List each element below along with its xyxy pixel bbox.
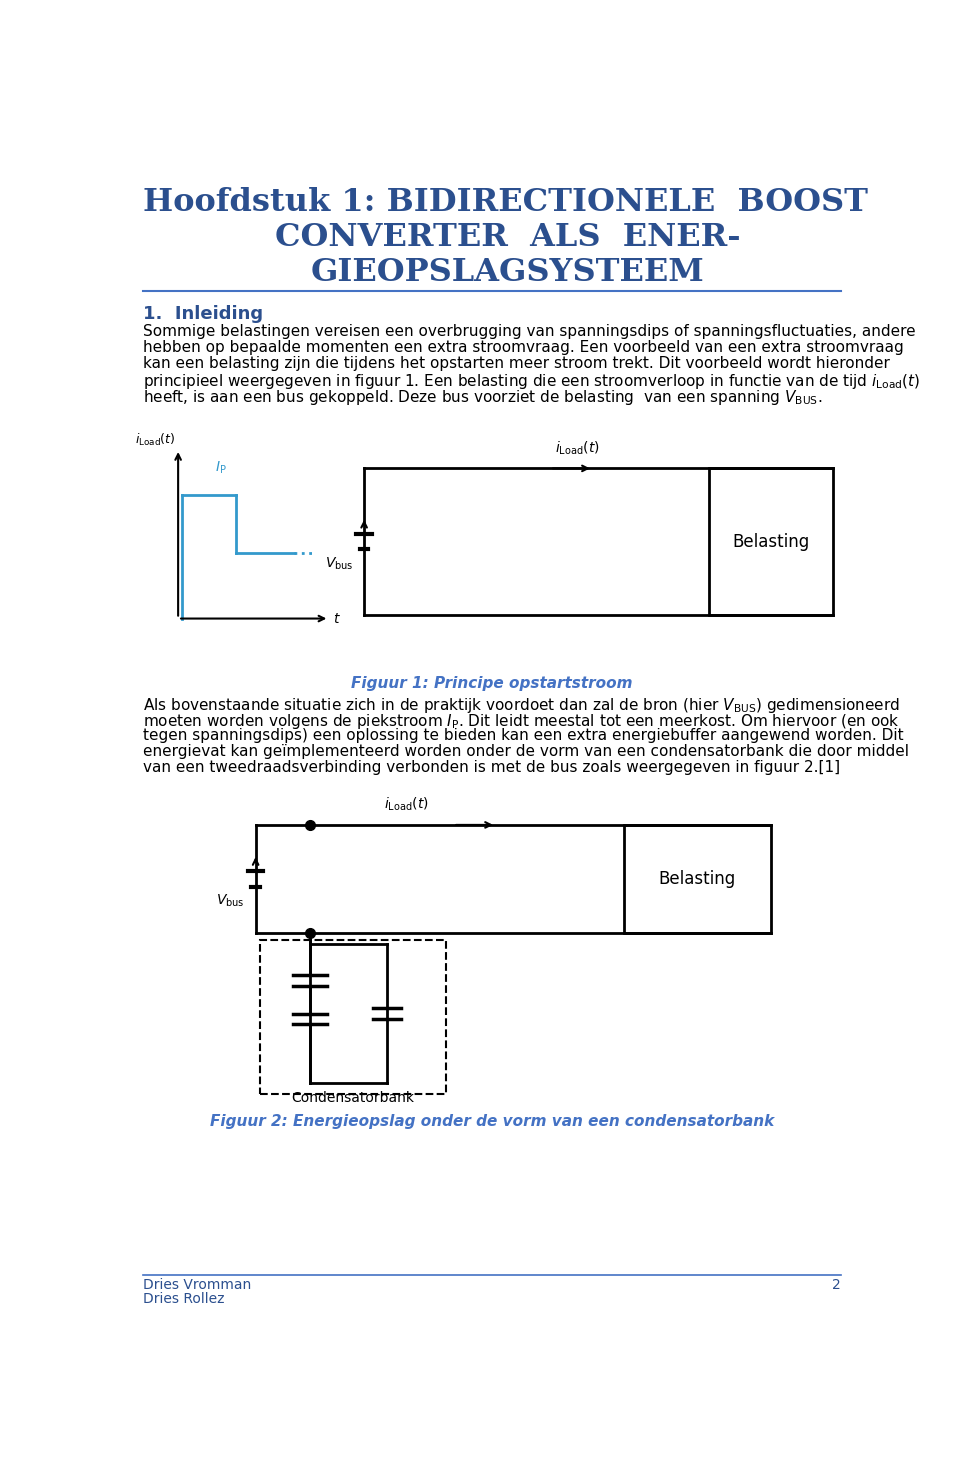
Text: 1.  Inleiding: 1. Inleiding (143, 305, 263, 324)
Text: $I_{\mathrm{P}}$: $I_{\mathrm{P}}$ (215, 460, 227, 476)
Text: Sommige belastingen vereisen een overbrugging van spanningsdips of spanningsfluc: Sommige belastingen vereisen een overbru… (143, 324, 916, 338)
Text: Dries Vromman: Dries Vromman (143, 1279, 252, 1292)
Text: GIEOPSLAGSYSTEEM: GIEOPSLAGSYSTEEM (311, 256, 705, 287)
Text: $i_{\mathrm{Load}}(t)$: $i_{\mathrm{Load}}(t)$ (135, 432, 176, 448)
Text: Figuur 1: Principe opstartstroom: Figuur 1: Principe opstartstroom (351, 677, 633, 691)
Bar (259, 941, 445, 1094)
Text: moeten worden volgens de piekstroom $I_{\mathrm{P}}$. Dit leidt meestal tot een : moeten worden volgens de piekstroom $I_{… (143, 712, 900, 731)
Text: Dries Rollez: Dries Rollez (143, 1292, 225, 1305)
Text: $V_{\mathrm{bus}}$: $V_{\mathrm{bus}}$ (216, 892, 245, 910)
Text: hebben op bepaalde momenten een extra stroomvraag. Een voorbeeld van een extra s: hebben op bepaalde momenten een extra st… (143, 340, 904, 355)
Text: Hoofdstuk 1: BIDIRECTIONELE  BOOST: Hoofdstuk 1: BIDIRECTIONELE BOOST (143, 188, 868, 218)
Text: kan een belasting zijn die tijdens het opstarten meer stroom trekt. Dit voorbeel: kan een belasting zijn die tijdens het o… (143, 356, 890, 371)
Text: Condensatorbank: Condensatorbank (291, 1090, 414, 1105)
Text: van een tweedraadsverbinding verbonden is met de bus zoals weergegeven in figuur: van een tweedraadsverbinding verbonden i… (143, 760, 840, 775)
Text: tegen spanningsdips) een oplossing te bieden kan een extra energiebuffer aangewe: tegen spanningsdips) een oplossing te bi… (143, 728, 904, 743)
Text: CONVERTER  ALS  ENER-: CONVERTER ALS ENER- (275, 223, 740, 253)
Text: energievat kan geïmplementeerd worden onder de vorm van een condensatorbank die : energievat kan geïmplementeerd worden on… (143, 744, 909, 759)
Text: principieel weergegeven in figuur 1. Een belasting die een stroomverloop in func: principieel weergegeven in figuur 1. Een… (143, 372, 921, 391)
Text: Als bovenstaande situatie zich in de praktijk voordoet dan zal de bron (hier $V_: Als bovenstaande situatie zich in de pra… (143, 696, 900, 715)
Text: $i_{\mathrm{Load}}(t)$: $i_{\mathrm{Load}}(t)$ (384, 795, 429, 813)
Text: heeft, is aan een bus gekoppeld. Deze bus voorziet de belasting  van een spannin: heeft, is aan een bus gekoppeld. Deze bu… (143, 388, 823, 407)
Text: Belasting: Belasting (732, 533, 809, 551)
Text: $t$: $t$ (333, 612, 341, 627)
Text: 2: 2 (832, 1279, 841, 1292)
Text: $i_{\mathrm{Load}}(t)$: $i_{\mathrm{Load}}(t)$ (555, 440, 600, 457)
Text: Figuur 2: Energieopslag onder de vorm van een condensatorbank: Figuur 2: Energieopslag onder de vorm va… (210, 1113, 774, 1128)
Bar (709, 469, 833, 615)
Text: Belasting: Belasting (659, 870, 736, 888)
Bar (624, 825, 771, 933)
Text: $V_{\mathrm{bus}}$: $V_{\mathrm{bus}}$ (324, 555, 353, 571)
